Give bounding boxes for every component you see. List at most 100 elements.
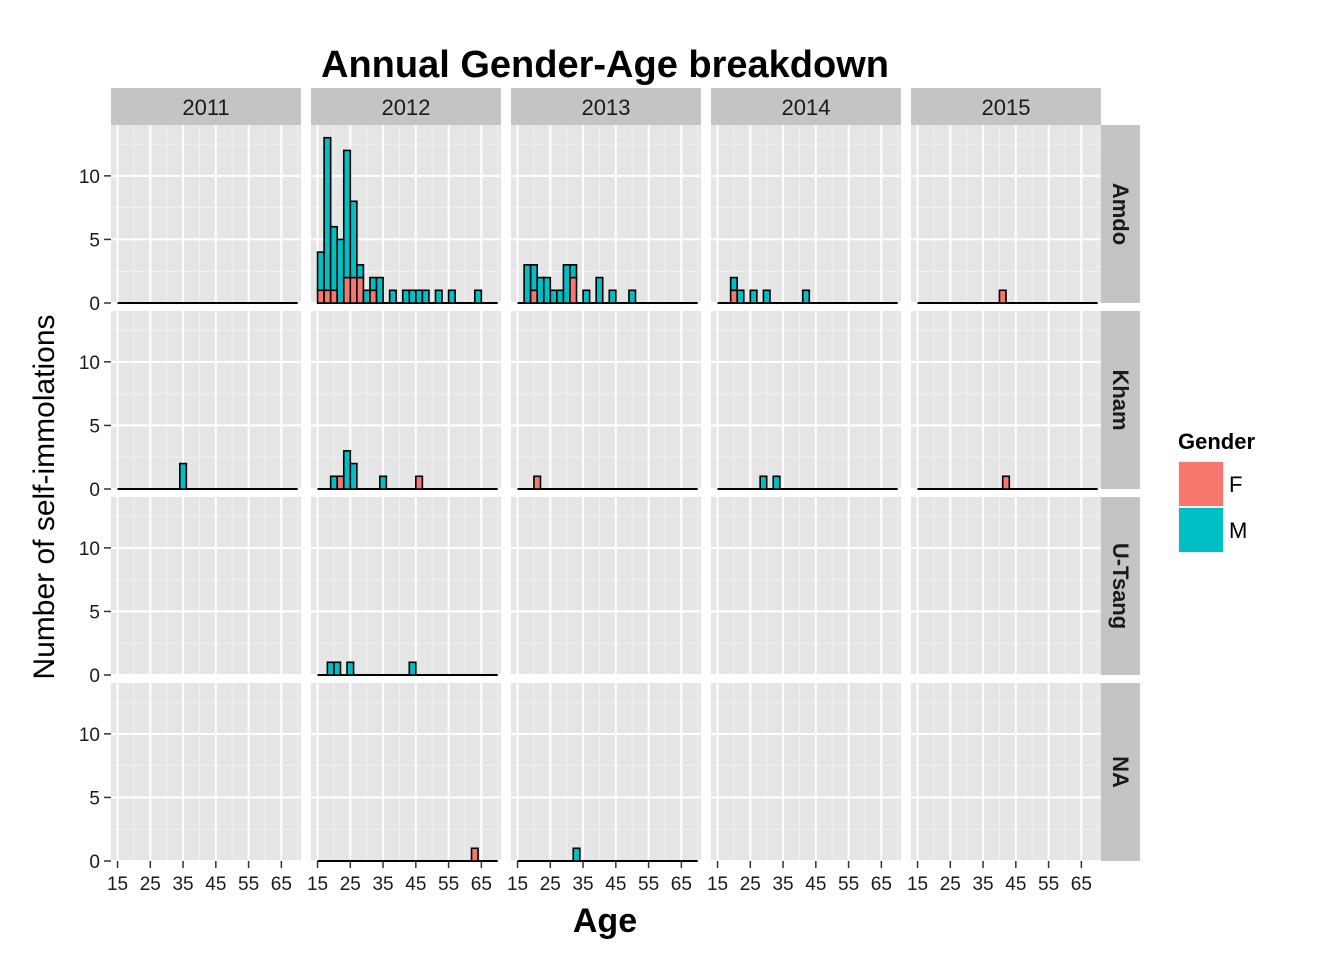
bar-m — [628, 289, 637, 304]
strip-col-2012 — [311, 88, 501, 125]
bar-f — [323, 289, 332, 304]
panel-2014-na — [711, 683, 901, 862]
strip-col-label: 2012 — [382, 95, 431, 120]
bar-f — [356, 276, 365, 304]
panel-2015-amdo — [911, 125, 1101, 304]
x-tick-label: 15 — [107, 874, 128, 895]
legend-label: M — [1229, 518, 1247, 543]
panel-2013-amdo — [511, 125, 701, 304]
x-tick-label: 65 — [271, 874, 292, 895]
x-tick-label: 55 — [238, 874, 259, 895]
y-tick-label: 0 — [89, 852, 100, 873]
bars-2014-kham — [717, 475, 898, 490]
bars-2012-kham — [317, 450, 498, 490]
panels — [111, 125, 1101, 862]
x-axis: 15 25 35 45 55 65 15 25 35 45 55 65 15 25 35 45 55 65 15 25… — [107, 861, 1092, 895]
strip-col-label: 2011 — [182, 95, 229, 120]
bar-m — [736, 289, 745, 304]
x-tick-label: 65 — [871, 874, 892, 895]
y-tick-label: 0 — [89, 666, 100, 687]
bars-2012-u-tsang — [317, 661, 498, 676]
bar-f — [998, 289, 1007, 304]
panel-2015-na — [911, 683, 1101, 862]
strip-row-amdo — [1101, 125, 1140, 303]
y-tick-label: 10 — [79, 167, 100, 188]
bar-m — [556, 289, 565, 304]
panel-2012-u-tsang — [311, 497, 501, 676]
bar-m — [333, 661, 342, 676]
x-tick-label: 45 — [605, 874, 626, 895]
bar-m — [408, 661, 417, 676]
bar-m — [329, 475, 339, 490]
bar-f — [729, 289, 739, 304]
panel-2012-na — [311, 683, 501, 862]
strip-row-na — [1101, 683, 1140, 861]
bar-f — [342, 276, 352, 304]
bar-m — [362, 289, 371, 304]
panel-2013-kham — [511, 311, 701, 490]
panel-2011-kham — [111, 311, 301, 490]
panel-2014-amdo — [711, 125, 901, 304]
x-tick-label: 65 — [471, 874, 492, 895]
x-tick-label: 45 — [405, 874, 426, 895]
strip-col-2013 — [511, 88, 701, 125]
bar-m — [349, 200, 358, 279]
y-tick-label: 5 — [89, 602, 100, 623]
panel-background — [311, 311, 501, 489]
panel-background — [511, 125, 701, 303]
bar-m — [326, 661, 335, 676]
bar-m — [523, 264, 532, 304]
x-tick-label: 65 — [1071, 874, 1092, 895]
strip-col-label: 2015 — [982, 95, 1031, 120]
y-tick-label: 0 — [89, 480, 100, 501]
bar-m — [582, 289, 591, 304]
bar-f — [533, 475, 542, 490]
panel-background — [111, 125, 301, 303]
x-axis-title: Age — [573, 902, 637, 940]
y-tick-label: 10 — [79, 725, 100, 746]
bar-m — [342, 149, 352, 279]
bar-m — [421, 289, 430, 304]
bar-m — [749, 289, 758, 304]
strip-col-2011 — [111, 88, 301, 125]
legend-label: F — [1229, 472, 1242, 497]
x-tick-label: 25 — [140, 874, 161, 895]
y-axis-title: Number of self-immolations — [28, 314, 61, 679]
y-tick-label: 0 — [89, 294, 100, 315]
x-tick-label: 15 — [307, 874, 328, 895]
x-tick-label: 45 — [1005, 874, 1026, 895]
bars-2014-amdo — [717, 276, 898, 304]
bars-2013-kham — [517, 475, 698, 490]
bar-m — [336, 238, 345, 304]
bar-f — [470, 847, 479, 862]
x-tick-label: 25 — [540, 874, 561, 895]
bar-f — [316, 289, 325, 304]
bar-m — [401, 289, 411, 304]
panel-background — [911, 683, 1101, 861]
x-tick-label: 25 — [940, 874, 961, 895]
strip-row-label: U-Tsang — [1108, 543, 1133, 629]
bar-m — [529, 264, 539, 292]
x-tick-label: 55 — [1038, 874, 1059, 895]
strip-col-2015 — [911, 88, 1101, 125]
panel-background — [311, 497, 501, 675]
y-tick-label: 5 — [89, 230, 100, 251]
bar-f — [329, 289, 339, 304]
bar-f — [369, 289, 378, 304]
x-tick-label: 35 — [572, 874, 593, 895]
bar-m — [801, 289, 811, 304]
bar-m — [595, 276, 604, 304]
bar-f — [336, 475, 345, 490]
bars-2011-kham — [117, 462, 298, 490]
bars-2015-amdo — [917, 289, 1098, 304]
bar-f — [415, 475, 424, 490]
bar-f — [1001, 475, 1011, 490]
bar-m — [473, 289, 483, 304]
x-tick-label: 35 — [972, 874, 993, 895]
bar-m — [323, 136, 332, 292]
bar-f — [569, 276, 578, 304]
legend: Gender FM — [1178, 429, 1255, 553]
bar-m — [542, 276, 552, 304]
panel-2015-kham — [911, 311, 1101, 490]
bars-2015-kham — [917, 475, 1098, 490]
